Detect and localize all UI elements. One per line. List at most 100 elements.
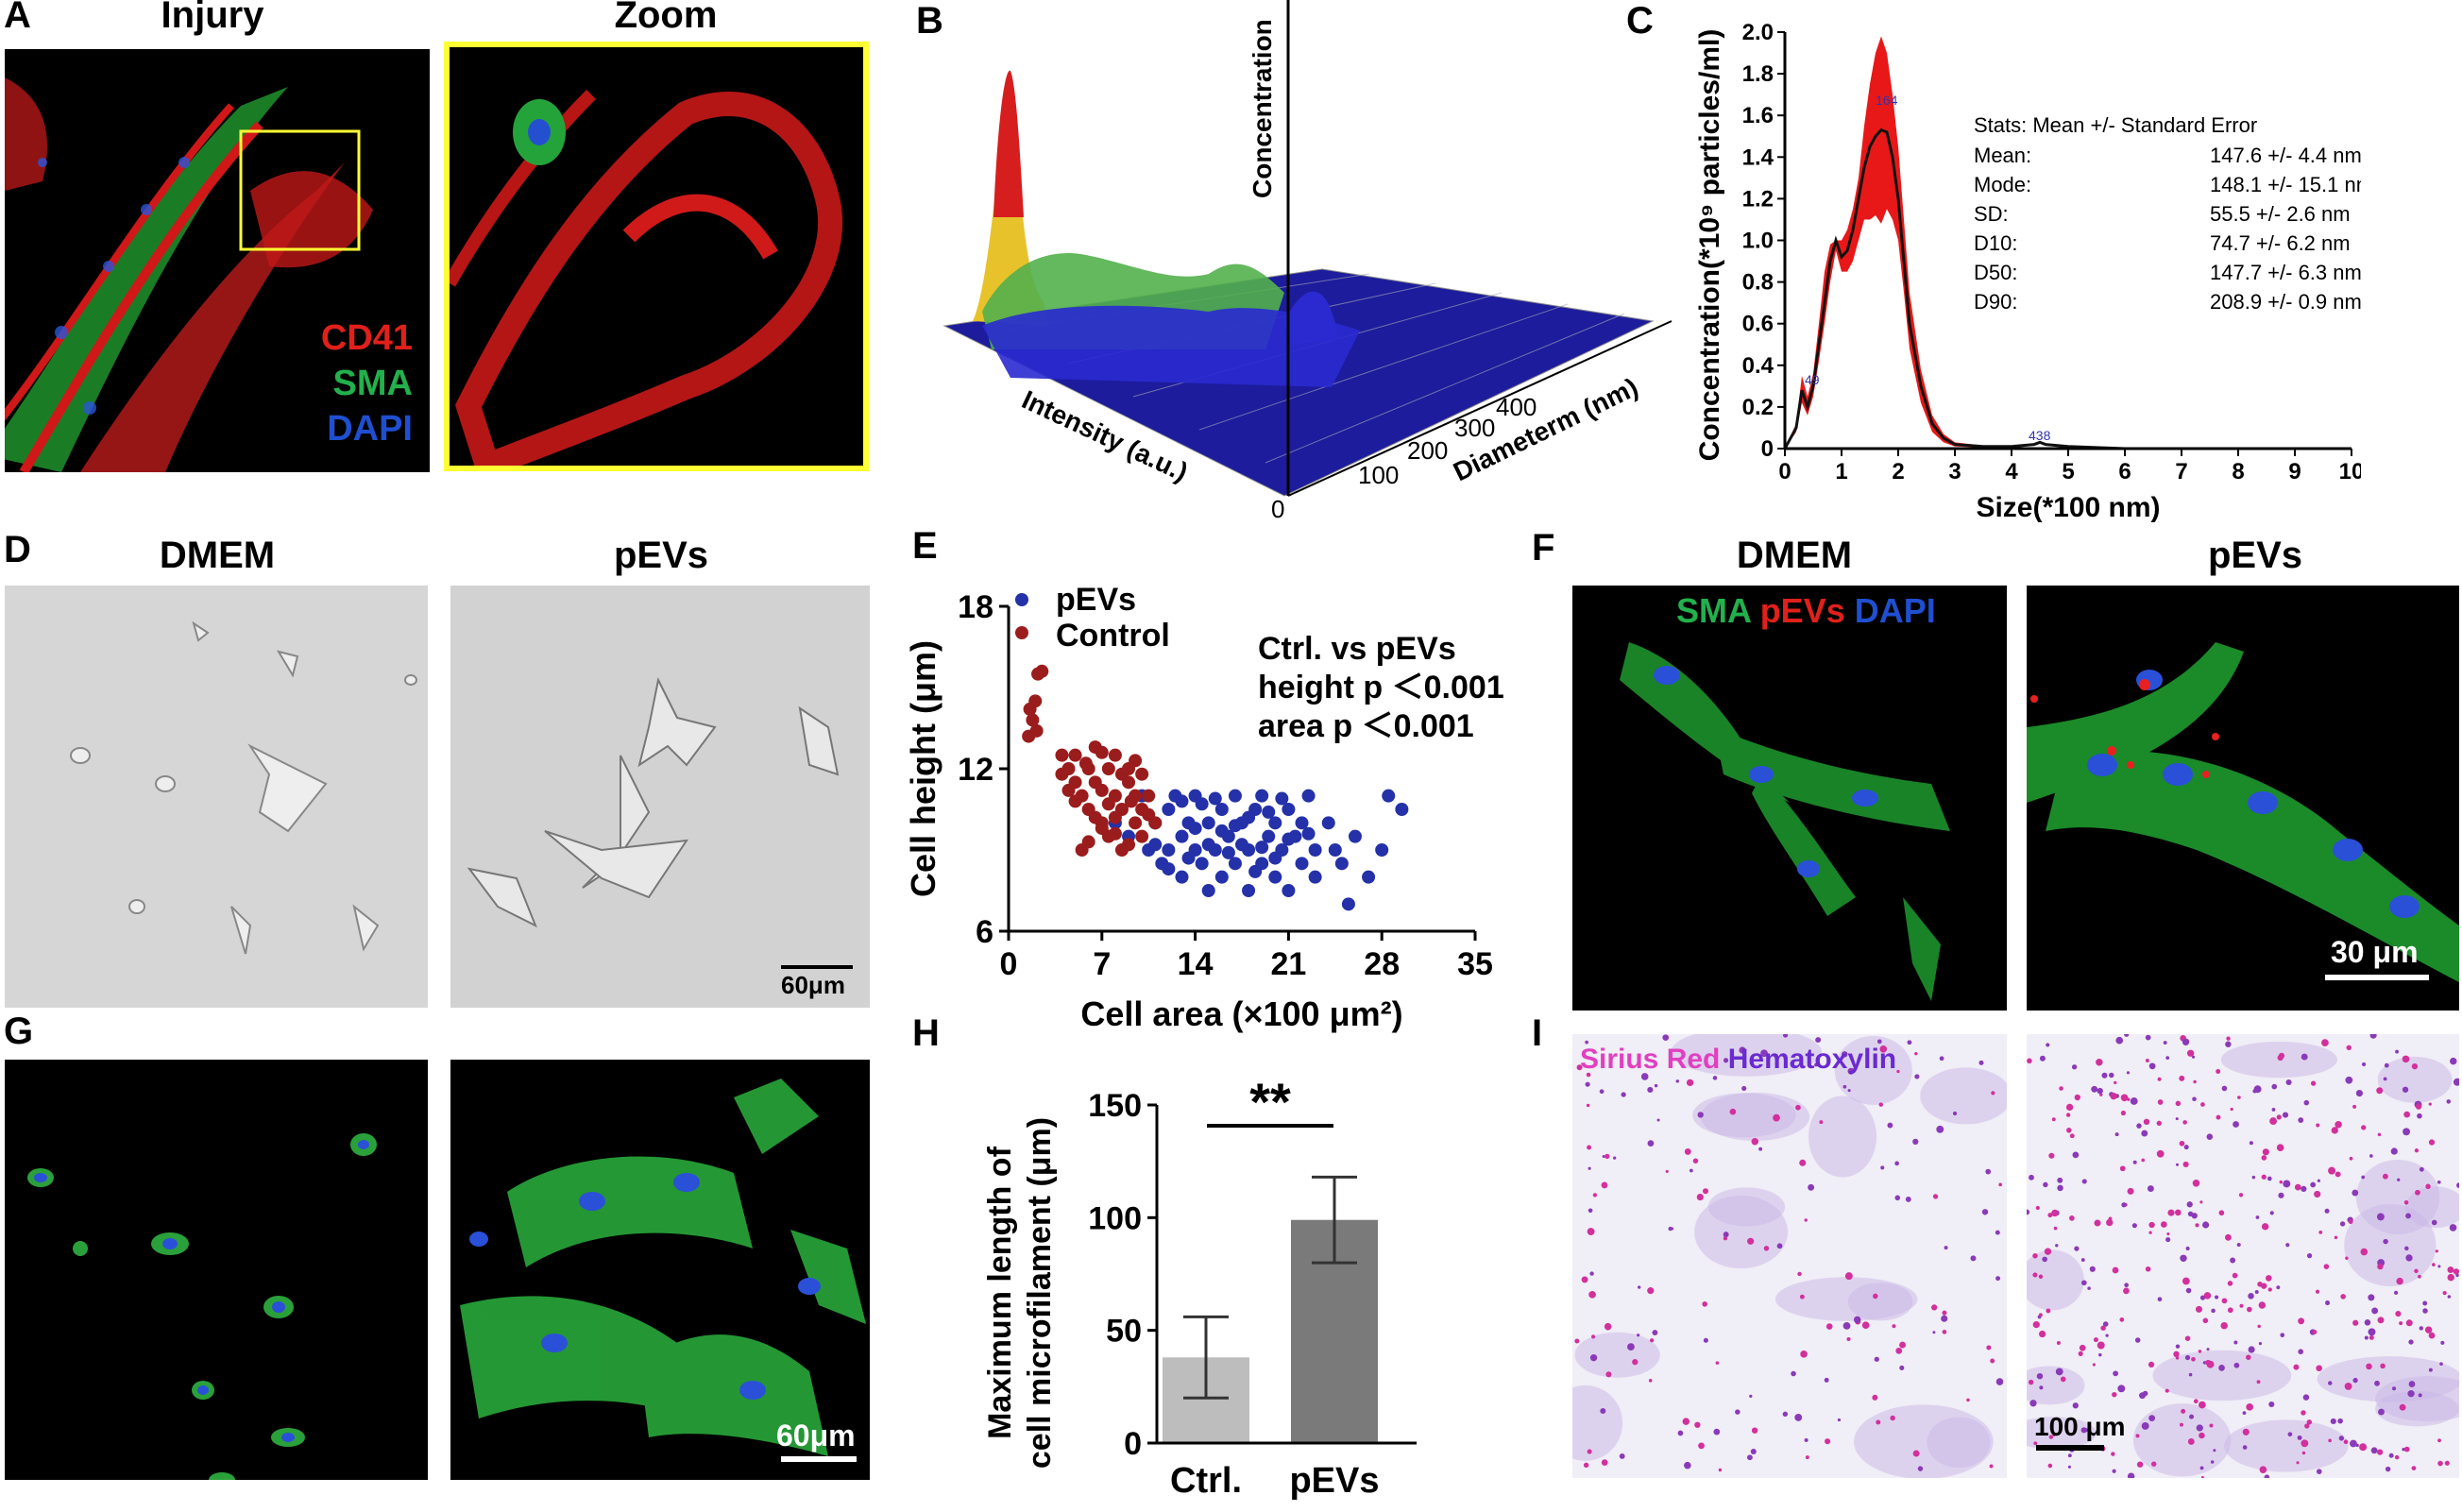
panel-e-legend-control: Control xyxy=(1056,618,1170,654)
panel-e-point-pevs xyxy=(1295,816,1309,830)
stain-speck xyxy=(1879,1045,1888,1053)
panel-e-point-control xyxy=(1101,762,1115,775)
stain-speck xyxy=(1750,1449,1757,1455)
stain-speck xyxy=(2186,1201,2193,1208)
stain-speck xyxy=(1698,1442,1705,1450)
stain-speck xyxy=(1602,1155,1605,1159)
panel-e-point-pevs xyxy=(1214,803,1229,816)
stain-speck xyxy=(2112,1266,2119,1274)
stain-speck xyxy=(1800,1351,1808,1358)
stain-speck xyxy=(2399,1403,2406,1411)
panel-f-legend-sma: SMA xyxy=(1676,591,1751,630)
stain-speck xyxy=(1895,1347,1903,1354)
stain-speck xyxy=(2376,1213,2385,1221)
panel-label-h: H xyxy=(912,1012,940,1054)
stain-cell xyxy=(1920,1067,2007,1125)
stain-speck xyxy=(2257,1282,2263,1287)
panel-i-scalebar-label: 100 μm xyxy=(2034,1412,2126,1441)
stain-speck xyxy=(2279,1180,2284,1184)
panel-e-point-pevs xyxy=(1268,870,1282,884)
stain-speck xyxy=(2395,1049,2399,1054)
stain-speck xyxy=(2390,1147,2398,1155)
panel-f-title-pevs: pEVs xyxy=(2207,535,2303,576)
panel-a-title-zoom: Zoom xyxy=(614,0,718,36)
stain-speck xyxy=(2328,1166,2336,1175)
panel-e-point-control xyxy=(1095,822,1109,836)
stain-speck xyxy=(2364,1319,2371,1326)
stain-speck xyxy=(2218,1364,2225,1371)
stain-cell xyxy=(2027,1366,2085,1405)
stain-speck xyxy=(2256,1380,2261,1385)
stain-speck xyxy=(2298,1349,2304,1355)
stain-speck xyxy=(2334,1235,2338,1240)
stain-speck xyxy=(1990,1358,1995,1364)
panel-label-d: D xyxy=(4,529,31,570)
panel-e-x-tick-label: 14 xyxy=(1178,946,1214,982)
panel-e-point-control xyxy=(1029,723,1044,738)
panel-e-point-pevs xyxy=(1301,789,1316,803)
stain-speck xyxy=(1741,1085,1747,1092)
stain-speck xyxy=(1932,1194,1939,1199)
stain-speck xyxy=(2403,1128,2410,1136)
stain-speck xyxy=(2251,1175,2256,1180)
panel-e-point-pevs xyxy=(1242,884,1256,897)
stain-cell xyxy=(1854,1404,1994,1478)
stain-speck xyxy=(2242,1428,2250,1436)
stain-speck xyxy=(2179,1075,2185,1081)
stain-speck xyxy=(2360,1248,2369,1256)
stain-speck xyxy=(2439,1362,2443,1367)
stain-speck xyxy=(2315,1289,2320,1294)
stain-speck xyxy=(1970,1255,1977,1262)
stain-cell xyxy=(1574,1332,1660,1378)
stain-speck xyxy=(2343,1439,2349,1445)
panel-c-stat-name: Mode: xyxy=(1974,173,2031,196)
panel-e-point-pevs xyxy=(1262,829,1276,843)
stain-speck xyxy=(1758,1147,1763,1151)
stain-speck xyxy=(1600,1407,1606,1415)
stain-speck xyxy=(1842,1051,1848,1058)
panel-d-pevs-micrograph: 60μm xyxy=(450,586,870,1008)
panel-e-point-pevs xyxy=(1308,870,1322,884)
stain-speck xyxy=(2456,1182,2459,1188)
stain-speck xyxy=(1799,1294,1805,1300)
panel-e-annotation-line: height p ＜0.001 xyxy=(1258,670,1504,705)
stain-cell xyxy=(2224,1419,2349,1472)
stain-speck xyxy=(2136,1461,2144,1468)
panel-c-y-tick-label: 0.4 xyxy=(1742,353,1774,379)
stain-speck xyxy=(2391,1386,2397,1391)
stain-speck xyxy=(1749,1394,1753,1399)
panel-e-point-control xyxy=(1088,810,1102,824)
stain-speck xyxy=(2191,1055,2196,1059)
stain-speck xyxy=(2182,1277,2190,1285)
stain-speck xyxy=(2165,1237,2171,1243)
panel-e-point-pevs xyxy=(1228,789,1242,803)
stain-speck xyxy=(2257,1324,2261,1329)
stain-speck xyxy=(1684,1147,1691,1155)
panel-d-title-pevs: pEVs xyxy=(613,535,709,576)
stain-speck xyxy=(2124,1283,2129,1288)
stain-speck xyxy=(1638,1285,1641,1289)
stain-speck xyxy=(2377,1449,2384,1455)
stain-speck xyxy=(1627,1343,1635,1351)
stain-speck xyxy=(2188,1414,2195,1419)
panel-e-point-control xyxy=(1124,794,1138,808)
stain-speck xyxy=(1581,1276,1588,1283)
panel-i-legend-hematoxylin: Hematoxylin xyxy=(1727,1044,1897,1075)
stain-speck xyxy=(2371,1307,2379,1315)
panel-h-y-tick-label: 50 xyxy=(1106,1314,1142,1350)
stain-speck xyxy=(2383,1238,2388,1245)
panel-e-x-tick-label: 7 xyxy=(1093,946,1111,982)
stain-speck xyxy=(2227,1307,2233,1314)
stain-speck xyxy=(2069,1215,2075,1221)
stain-speck xyxy=(1574,1338,1580,1344)
panel-c-x-tick-label: 9 xyxy=(2288,459,2301,484)
stain-speck xyxy=(2350,1439,2357,1448)
panel-e-point-control xyxy=(1135,767,1149,781)
stain-speck xyxy=(1899,1365,1905,1370)
stain-speck xyxy=(2404,1246,2409,1251)
stain-speck xyxy=(2166,1232,2170,1236)
stain-speck xyxy=(1621,1092,1626,1097)
panel-c-y-tick-label: 1.6 xyxy=(1742,103,1774,128)
panel-e-point-pevs xyxy=(1175,870,1189,884)
stain-speck xyxy=(2035,1205,2040,1211)
